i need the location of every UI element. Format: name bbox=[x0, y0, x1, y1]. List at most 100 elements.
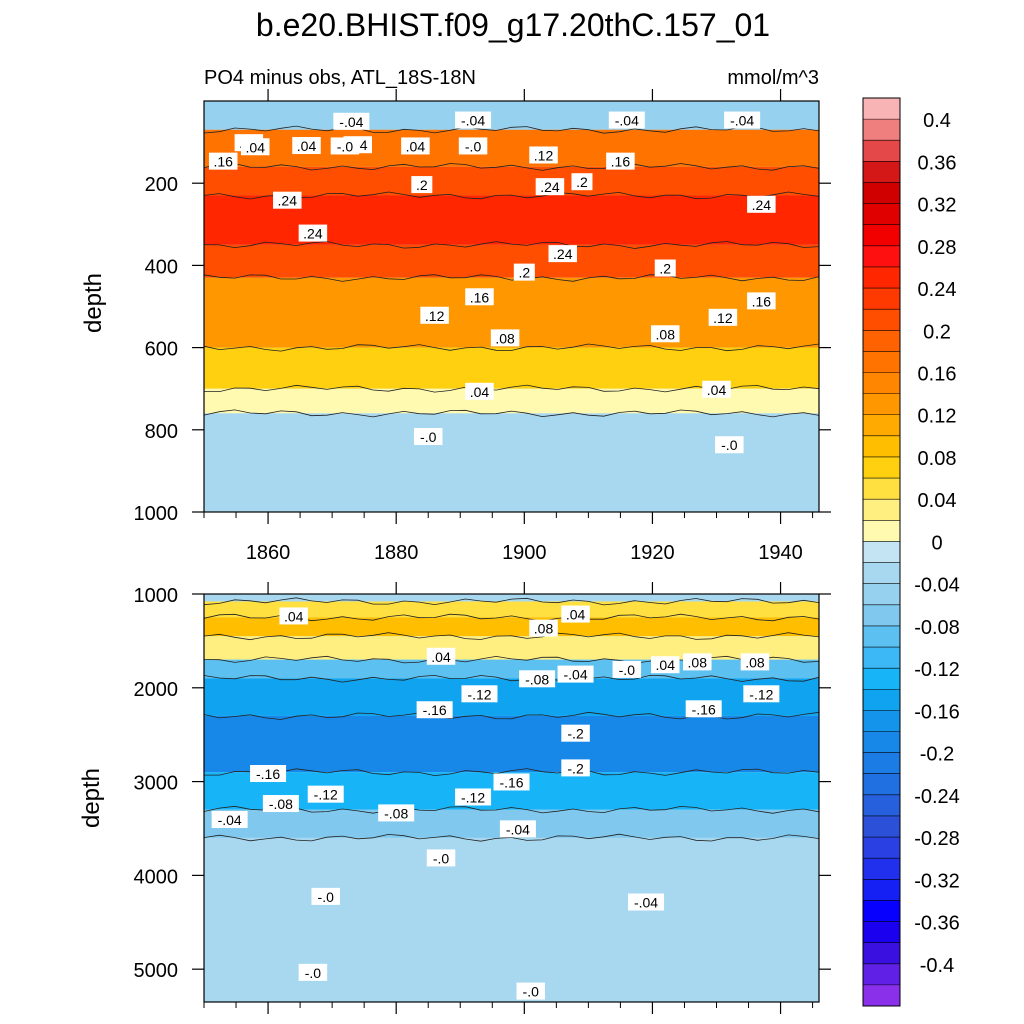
colorbar-swatch bbox=[863, 119, 900, 141]
colorbar-swatch bbox=[863, 266, 900, 289]
lower-contour-label: -.12 bbox=[461, 789, 485, 805]
lower-y-tick-label: 5000 bbox=[134, 960, 179, 982]
lower-contour-label: -.12 bbox=[314, 787, 338, 803]
upper-contour-label-box bbox=[455, 111, 492, 129]
lower-contour-band bbox=[204, 678, 819, 716]
upper-contour-line bbox=[203, 125, 820, 134]
upper-contour-line bbox=[203, 241, 820, 249]
upper-contour-label-box bbox=[702, 380, 731, 398]
upper-y-tick-label: 400 bbox=[145, 256, 178, 278]
colorbar-swatch bbox=[863, 963, 900, 986]
upper-contour-label-box bbox=[715, 436, 744, 454]
upper-contour-label-box bbox=[413, 428, 443, 446]
lower-contour-band bbox=[204, 715, 819, 773]
colorbar-swatch bbox=[863, 900, 900, 922]
lower-frame bbox=[203, 593, 820, 1003]
upper-contour-label: .04 bbox=[297, 138, 317, 154]
lower-contour-label: -.12 bbox=[749, 686, 773, 702]
colorbar-label: 0.36 bbox=[918, 152, 957, 174]
upper-contour-label-box bbox=[333, 112, 370, 130]
colorbar: 0.4 0.36 0.32 0.28 0.24 0.2 0.16 0.12 0.08 0.04 0 -… bbox=[862, 97, 960, 1007]
lower-y-tick-label: 3000 bbox=[134, 773, 179, 795]
figure-title: b.e20.BHIST.f09_g17.20thC.157_01 bbox=[256, 7, 770, 43]
upper-x-tick-label: 1920 bbox=[630, 542, 675, 564]
upper-contour-label-box bbox=[606, 152, 635, 170]
lower-contour-label: -.0 bbox=[305, 965, 322, 981]
upper-contour-label-box bbox=[273, 191, 302, 209]
upper-contour-label: -.0 bbox=[721, 437, 738, 453]
colorbar-swatch bbox=[863, 499, 900, 521]
lower-contour-label-box bbox=[311, 887, 340, 905]
upper-y-tick-label: 600 bbox=[145, 339, 178, 361]
upper-contour-label-box bbox=[529, 146, 558, 164]
upper-contour-label: .16 bbox=[213, 154, 233, 170]
colorbar-swatch bbox=[863, 224, 900, 247]
upper-contour-label: .24 bbox=[303, 226, 323, 242]
upper-contour-label-box bbox=[411, 176, 433, 194]
colorbar-swatch bbox=[863, 710, 900, 732]
lower-contour-label-box bbox=[561, 759, 590, 777]
colorbar-label: -0.24 bbox=[914, 786, 960, 808]
upper-contour-label-box bbox=[401, 137, 430, 155]
lower-contour-label-box bbox=[262, 795, 299, 813]
colorbar-swatch bbox=[863, 562, 900, 584]
lower-contour-label: -.08 bbox=[525, 671, 549, 687]
upper-contour-label: .12 bbox=[534, 147, 554, 163]
lower-contour-label: -.0 bbox=[523, 984, 540, 1000]
lower-contour-label-box bbox=[307, 785, 344, 803]
lower-contour-label-box bbox=[461, 685, 498, 703]
lower-contour-label-box bbox=[298, 963, 328, 981]
upper-contour-label-box bbox=[208, 152, 238, 170]
lower-contour-label: -.0 bbox=[433, 850, 450, 866]
colorbar-swatch bbox=[863, 309, 900, 331]
colorbar-swatch bbox=[863, 203, 900, 225]
colorbar-label: 0.08 bbox=[918, 448, 957, 470]
colorbar-swatch bbox=[863, 794, 900, 817]
lower-contour-label-box bbox=[685, 700, 722, 718]
lower-contour-line bbox=[203, 833, 820, 842]
lower-contour-band bbox=[204, 659, 819, 679]
lower-contour-label: -.2 bbox=[567, 760, 584, 776]
upper-contour-label-box bbox=[241, 138, 270, 156]
upper-y-axis-label: depth bbox=[80, 273, 107, 333]
upper-contour-band bbox=[204, 413, 819, 512]
colorbar-swatch bbox=[863, 330, 900, 352]
colorbar-swatch bbox=[863, 647, 900, 669]
lower-contour-label: .04 bbox=[431, 649, 451, 665]
colorbar-swatch bbox=[863, 414, 900, 437]
upper-contour-label-box bbox=[548, 245, 577, 263]
colorbar-swatch bbox=[863, 689, 900, 711]
upper-contour-label: .24 bbox=[278, 193, 298, 209]
upper-contour-label-box bbox=[458, 137, 488, 155]
colorbar-swatch bbox=[863, 731, 900, 753]
upper-contour-label: .16 bbox=[611, 154, 631, 170]
upper-contour-line bbox=[203, 343, 820, 352]
upper-contour-label: .2 bbox=[576, 174, 588, 190]
lower-contour-label: .04 bbox=[284, 608, 304, 624]
lower-contour-label: -.08 bbox=[384, 805, 408, 821]
colorbar-label: 0.04 bbox=[918, 490, 957, 512]
upper-contour-label-box bbox=[465, 382, 494, 400]
upper-y-tick-label: 1000 bbox=[134, 503, 179, 525]
colorbar-swatch bbox=[863, 182, 900, 204]
upper-contour-label: .2 bbox=[518, 265, 530, 281]
colorbar-swatch bbox=[863, 752, 900, 775]
lower-contour-band bbox=[204, 617, 819, 637]
lower-contour-label-box bbox=[561, 605, 590, 623]
colorbar-swatch bbox=[863, 288, 900, 310]
lower-contour-label-box bbox=[519, 670, 556, 688]
lower-contour-line bbox=[203, 655, 820, 664]
lower-contour-band bbox=[204, 601, 819, 618]
colorbar-label: 0 bbox=[931, 532, 942, 554]
lower-contour-label: -.16 bbox=[423, 702, 447, 718]
lower-contour-band bbox=[204, 636, 819, 660]
upper-x-tick-label: 1880 bbox=[374, 542, 419, 564]
colorbar-label: -0.36 bbox=[914, 913, 960, 935]
colorbar-swatch bbox=[863, 140, 900, 162]
lower-contour-label: .04 bbox=[566, 607, 586, 623]
upper-x-tick-label: 1860 bbox=[246, 542, 291, 564]
colorbar-label: -0.16 bbox=[914, 701, 960, 723]
colorbar-swatch bbox=[863, 245, 900, 268]
upper-contour-label: -.04 bbox=[339, 114, 363, 130]
